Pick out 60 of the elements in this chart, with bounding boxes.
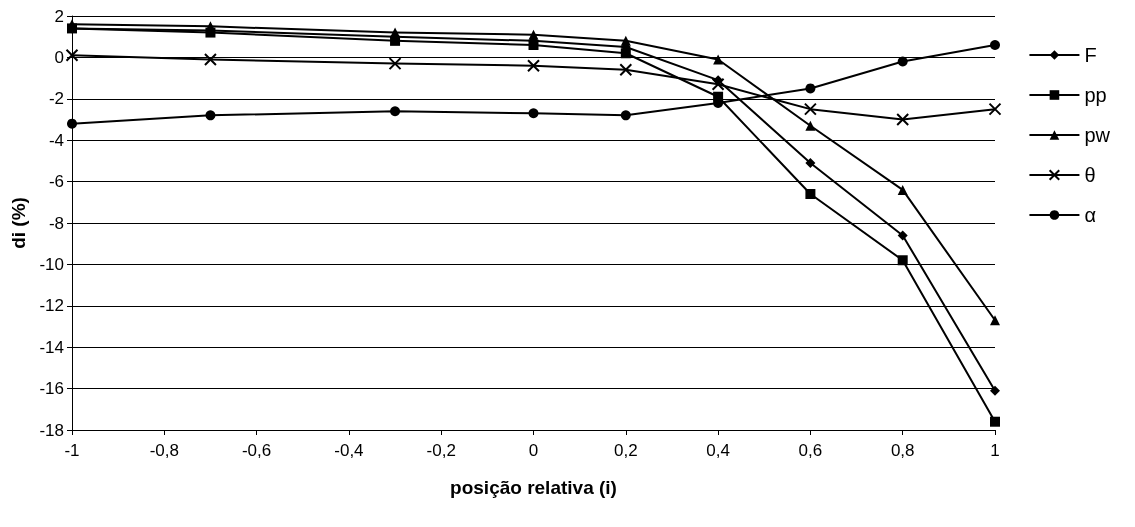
point — [527, 59, 540, 73]
point — [713, 54, 724, 65]
point — [65, 48, 79, 62]
point — [528, 108, 539, 119]
point — [528, 29, 539, 40]
point — [805, 120, 816, 131]
y-tick-label: -2 — [48, 89, 64, 109]
y-tick-label: -8 — [48, 213, 64, 233]
y-tick-label: -14 — [39, 337, 64, 357]
y-tick-label: -10 — [39, 254, 64, 274]
y-tick-label: -18 — [39, 420, 64, 440]
x-tick-label: 0,2 — [613, 441, 638, 460]
point — [620, 110, 631, 121]
point — [620, 48, 631, 59]
x-tick-label: -0,6 — [241, 441, 272, 460]
point — [990, 315, 1000, 326]
legend-label: θ — [1084, 164, 1096, 186]
x-axis-title: posição relativa (i) — [450, 477, 617, 498]
point — [990, 385, 1000, 396]
x-tick-label: 0,4 — [706, 441, 730, 460]
point — [711, 77, 725, 91]
y-axis-title: di (%) — [8, 197, 29, 249]
y-tick-label: -16 — [39, 379, 64, 399]
point — [990, 416, 1000, 427]
legend-label: α — [1084, 204, 1096, 226]
point — [390, 106, 401, 117]
point — [803, 102, 817, 116]
x-tick-label: 0,6 — [798, 441, 823, 460]
y-tick-label: -6 — [48, 172, 64, 192]
point — [203, 52, 217, 66]
y-tick-label: 2 — [54, 6, 64, 26]
point — [990, 39, 1000, 50]
x-tick-label: 0,8 — [890, 441, 915, 460]
point — [620, 35, 631, 46]
legend-label: pw — [1084, 124, 1111, 146]
point — [805, 157, 816, 168]
y-tick-label: 0 — [54, 47, 64, 67]
point — [528, 39, 539, 50]
point — [897, 184, 908, 195]
x-tick-label: -0,2 — [426, 441, 456, 460]
point — [805, 83, 816, 94]
point — [897, 255, 908, 266]
point — [897, 230, 908, 241]
y-tick-label: -4 — [48, 130, 64, 150]
y-tick-label: -12 — [39, 296, 64, 316]
legend-label: pp — [1084, 84, 1107, 106]
point — [388, 57, 402, 71]
point — [988, 102, 1002, 116]
x-tick-label: 0 — [528, 441, 539, 460]
legend-label: F — [1084, 44, 1097, 66]
point — [896, 113, 910, 126]
point — [805, 189, 816, 200]
point — [619, 63, 633, 77]
point — [205, 110, 216, 121]
x-tick-label: -0,8 — [149, 441, 179, 460]
x-tick-label: -0,4 — [334, 441, 364, 460]
x-tick-label: 1 — [990, 441, 1000, 460]
point — [67, 118, 77, 129]
x-tick-label: -1 — [64, 441, 80, 460]
point — [897, 56, 908, 67]
